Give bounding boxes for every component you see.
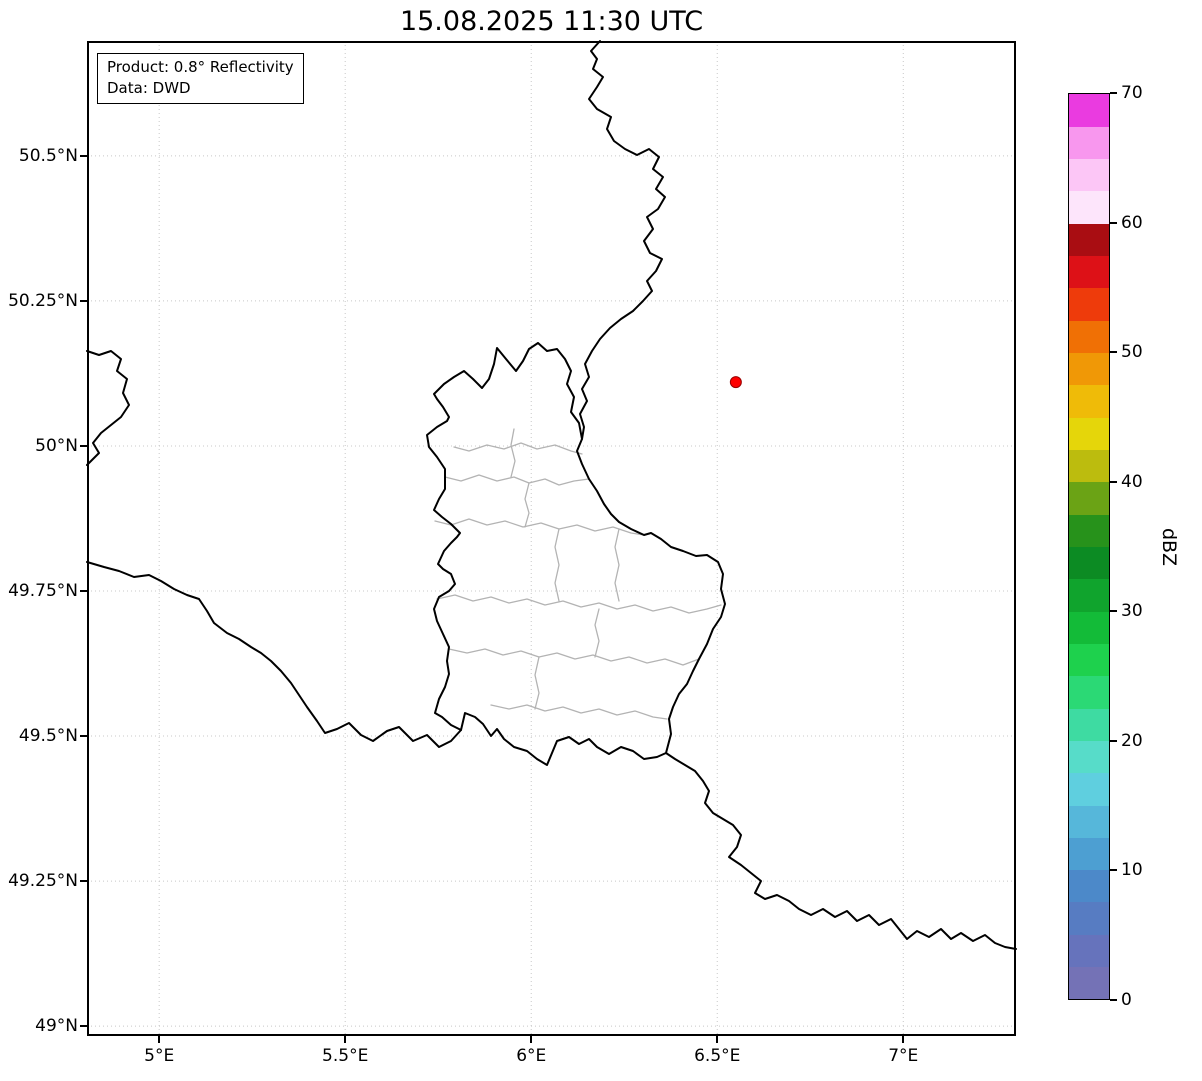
district-border-path	[448, 648, 700, 666]
colorbar-tick-label: 50	[1121, 342, 1143, 363]
colorbar-segment	[1069, 449, 1109, 483]
y-tick-mark	[80, 590, 87, 592]
x-tick-label: 7°E	[888, 1046, 919, 1066]
country-border-path	[86, 561, 462, 748]
y-tick-mark	[80, 880, 87, 883]
colorbar-tick-mark	[1110, 92, 1117, 94]
colorbar-segment	[1069, 320, 1109, 354]
colorbar-tick-mark	[1110, 480, 1117, 483]
colorbar-segment	[1069, 546, 1109, 580]
colorbar-segment	[1069, 352, 1109, 386]
plot-title: 15.08.2025 11:30 UTC	[399, 6, 704, 37]
colorbar-label: dBZ	[1158, 527, 1180, 566]
colorbar-segment	[1069, 126, 1109, 160]
map-canvas	[86, 40, 1017, 1036]
colorbar-segment	[1069, 481, 1109, 515]
y-tick-label: 49.5°N	[18, 726, 78, 747]
district-border-path	[554, 528, 560, 602]
x-tick-mark	[530, 1036, 533, 1043]
colorbar-tick-label: 60	[1121, 212, 1143, 233]
colorbar-tick-label: 10	[1121, 860, 1143, 881]
country-border-path	[579, 40, 666, 440]
district-border-path	[594, 608, 600, 658]
y-tick-label: 49.75°N	[8, 581, 78, 601]
colorbar-tick-mark	[1110, 221, 1117, 224]
district-border-path	[534, 656, 540, 710]
axes-frame	[87, 41, 1016, 1036]
district-border-path	[436, 594, 722, 614]
x-tick-mark	[716, 1036, 719, 1043]
colorbar-scale	[1069, 94, 1109, 1000]
colorbar-segment	[1069, 190, 1109, 224]
colorbar-tick-mark	[1110, 739, 1117, 742]
colorbar-segment	[1069, 255, 1109, 289]
product-info-line: Product: 0.8° Reflectivity	[107, 58, 294, 76]
colorbar-segment	[1069, 675, 1109, 709]
colorbar-segment	[1069, 966, 1109, 1000]
x-tick-label: 5°E	[144, 1046, 175, 1066]
district-border-path	[434, 518, 645, 536]
colorbar-segment	[1069, 837, 1109, 871]
y-tick-label: 50°N	[35, 435, 78, 456]
y-tick-mark	[80, 1025, 87, 1028]
country-border-path	[86, 350, 130, 466]
colorbar-tick-mark	[1110, 610, 1117, 613]
y-tick-label: 49°N	[35, 1016, 78, 1037]
colorbar-tick-mark	[1110, 999, 1117, 1001]
x-tick-label: 5.5°E	[322, 1046, 369, 1066]
colorbar-segment	[1069, 869, 1109, 903]
colorbar-tick-label: 30	[1121, 601, 1143, 622]
colorbar-segment	[1069, 223, 1109, 257]
y-tick-label: 49.25°N	[8, 871, 78, 892]
colorbar-tick-label: 40	[1121, 471, 1143, 492]
data-source-line: Data: DWD	[107, 79, 191, 97]
x-tick-mark	[158, 1036, 161, 1043]
colorbar-segment	[1069, 611, 1109, 644]
colorbar-tick-label: 20	[1121, 730, 1143, 751]
colorbar-segment	[1069, 708, 1109, 741]
x-tick-label: 6.5°E	[694, 1046, 741, 1066]
y-tick-mark	[80, 154, 87, 157]
district-border-path	[510, 428, 516, 478]
x-tick-mark	[344, 1036, 347, 1043]
y-tick-mark	[80, 444, 87, 447]
colorbar-segment	[1069, 514, 1109, 547]
y-tick-label: 50.5°N	[18, 145, 78, 166]
district-border-path	[524, 482, 530, 528]
colorbar-tick-label: 0	[1121, 990, 1132, 1010]
colorbar-segment	[1069, 772, 1109, 806]
district-border-path	[614, 528, 620, 602]
colorbar-tick-mark	[1110, 351, 1117, 354]
product-info-box: Product: 0.8° Reflectivity Data: DWD	[97, 53, 304, 104]
colorbar-segment	[1069, 287, 1109, 321]
colorbar-segment	[1069, 94, 1109, 127]
map-plot-area: Product: 0.8° Reflectivity Data: DWD	[86, 40, 1017, 1036]
country-border-path	[665, 752, 1017, 950]
colorbar-segment	[1069, 934, 1109, 968]
colorbar-segment	[1069, 740, 1109, 774]
colorbar-segment	[1069, 805, 1109, 838]
colorbar	[1068, 93, 1110, 1000]
colorbar-segment	[1069, 384, 1109, 418]
colorbar-segment	[1069, 417, 1109, 450]
colorbar-tick-mark	[1110, 869, 1117, 872]
district-border-path	[490, 704, 668, 720]
x-tick-label: 6°E	[516, 1046, 547, 1066]
y-tick-label: 50.25°N	[8, 290, 78, 311]
country-border-path	[426, 342, 726, 766]
district-border-path	[453, 442, 583, 455]
colorbar-segment	[1069, 578, 1109, 612]
x-tick-mark	[902, 1036, 905, 1043]
district-border-path	[444, 474, 590, 486]
radar-site-marker	[729, 376, 742, 389]
colorbar-segment	[1069, 902, 1109, 935]
y-tick-mark	[80, 299, 87, 302]
colorbar-segment	[1069, 643, 1109, 677]
colorbar-segment	[1069, 158, 1109, 192]
y-tick-mark	[80, 735, 87, 738]
colorbar-tick-label: 70	[1121, 83, 1143, 103]
